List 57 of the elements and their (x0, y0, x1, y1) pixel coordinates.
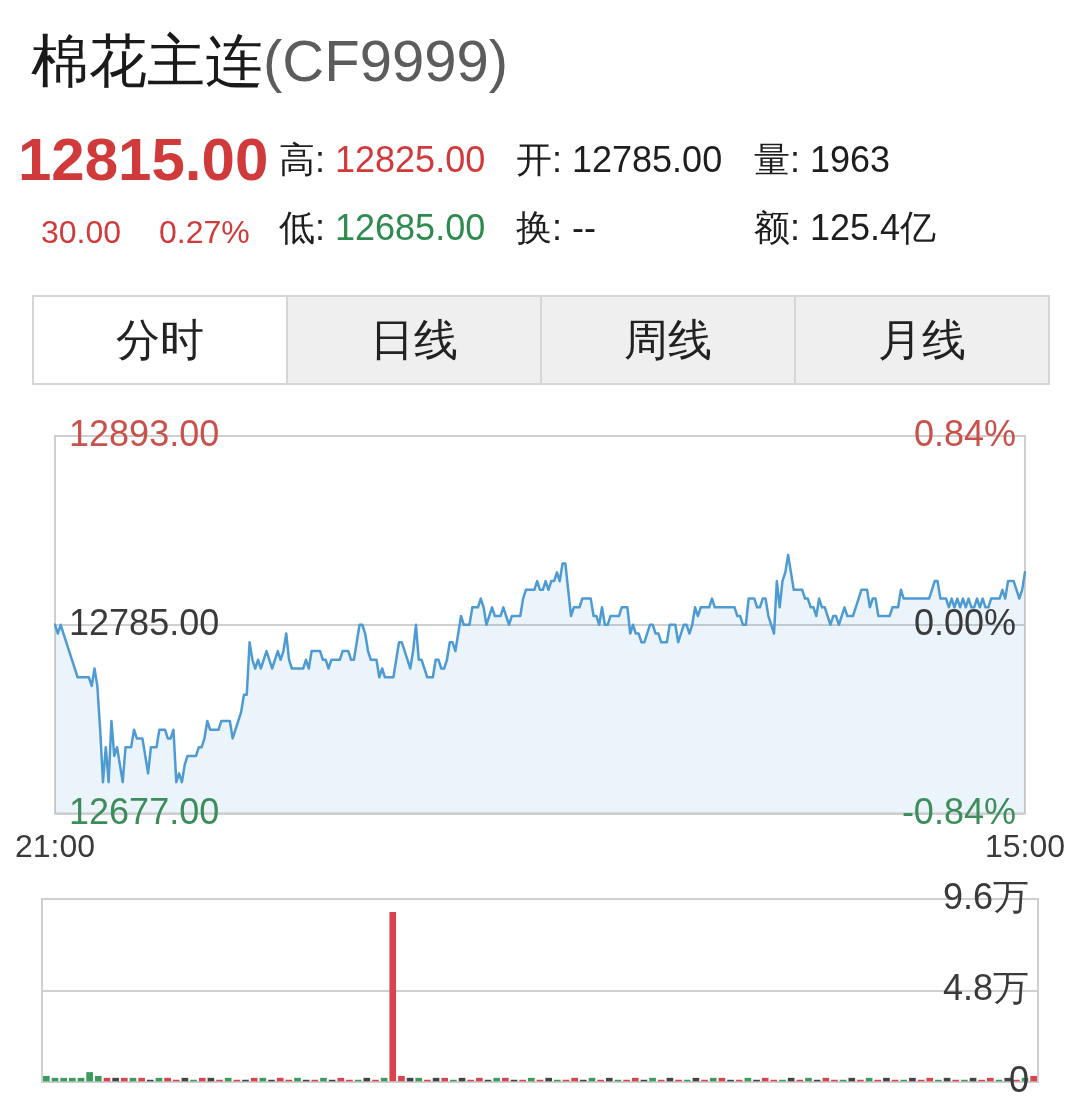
bar (363, 1077, 371, 1082)
bar (761, 1077, 769, 1082)
bar (805, 1077, 812, 1082)
bar (198, 1077, 206, 1082)
bar (294, 1077, 301, 1082)
bar (926, 1077, 934, 1082)
bar (86, 1072, 93, 1082)
bar (1030, 1075, 1037, 1082)
bar (502, 1077, 509, 1082)
text: 12815.00 (18, 126, 269, 194)
bar (631, 1077, 639, 1082)
bar (60, 1077, 67, 1082)
bar (415, 1077, 423, 1082)
bar (822, 1077, 830, 1082)
y-tick-label: 12893.00 (69, 412, 220, 454)
bar (883, 1077, 890, 1082)
bar (164, 1077, 171, 1082)
bar (709, 1077, 717, 1082)
bar (68, 1077, 76, 1082)
tab[interactable]: 分时 (34, 297, 286, 383)
bar (848, 1077, 856, 1082)
bar (112, 1077, 119, 1082)
bar (571, 1077, 578, 1082)
bar (398, 1075, 405, 1082)
bar (138, 1077, 145, 1082)
text: 高: 12825.00 (279, 138, 486, 182)
bar (389, 912, 397, 1082)
text: 棉花主连(CF9999) (31, 27, 508, 95)
bar (250, 1077, 258, 1082)
text: 低: 12685.00 (279, 206, 486, 250)
bar (545, 1077, 552, 1082)
text: 0.27% (159, 213, 250, 252)
y-tick-label: 4.8万 (942, 967, 1029, 1009)
y2-tick-label: 0.84% (913, 412, 1016, 454)
y-tick-label: 9.6万 (942, 875, 1029, 917)
bar (337, 1077, 345, 1082)
bar (493, 1077, 501, 1082)
text: 额: 125.4亿 (754, 206, 937, 250)
bar (987, 1077, 994, 1082)
bar (476, 1077, 483, 1082)
y2-tick-label: 0.00% (913, 601, 1016, 643)
bar (605, 1077, 613, 1082)
bar (909, 1077, 916, 1082)
text: 量: 1963 (754, 138, 891, 182)
text: 开: 12785.00 (516, 138, 723, 182)
bar (320, 1077, 327, 1082)
text: 换: -- (516, 206, 596, 250)
y-tick-label: 12785.00 (69, 601, 220, 643)
bar (120, 1077, 128, 1082)
text: 30.00 (41, 213, 122, 252)
bar (94, 1075, 102, 1082)
bar (276, 1077, 284, 1082)
bar (224, 1077, 232, 1082)
bar (441, 1077, 449, 1082)
bar (649, 1077, 656, 1082)
bar (528, 1077, 535, 1082)
bar (43, 1075, 50, 1082)
